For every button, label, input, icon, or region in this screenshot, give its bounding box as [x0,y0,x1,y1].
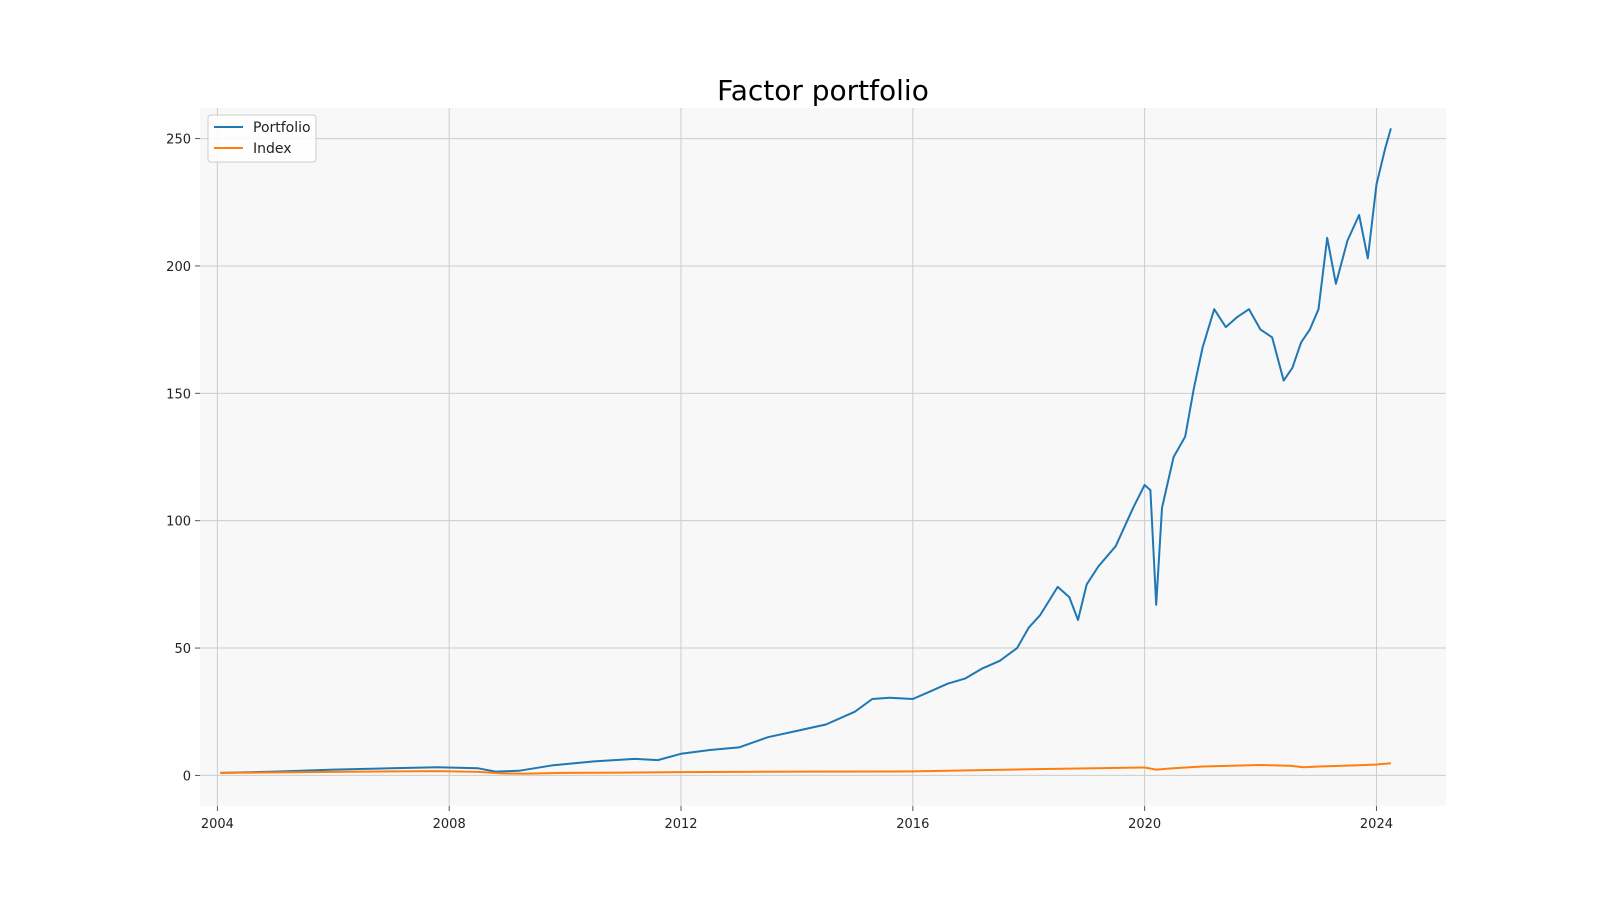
y-tick-label: 50 [174,642,191,657]
chart-title: Factor portfolio [717,74,929,107]
y-tick-label: 250 [166,133,191,148]
series-lines [220,128,1392,775]
legend: Portfolio Index [207,114,317,163]
x-tick-label: 2004 [201,817,234,832]
y-tick-label: 100 [166,515,191,530]
plot-background [200,108,1446,806]
grid-lines [200,108,1446,806]
legend-label-portfolio: Portfolio [253,120,311,136]
y-tick-label: 0 [183,769,191,784]
x-tick-label: 2016 [896,817,929,832]
axis-ticks: 2004 2008 2012 2016 2020 2024 0 50 100 150 200 250 [166,133,1393,832]
x-tick-label: 2008 [433,817,466,832]
series-line-portfolio [220,128,1392,774]
y-tick-label: 200 [166,260,191,275]
x-tick-label: 2020 [1128,817,1161,832]
x-tick-label: 2024 [1360,817,1393,832]
series-line-index [220,762,1391,775]
x-tick-label: 2012 [664,817,697,832]
legend-label-index: Index [253,141,292,157]
y-tick-label: 150 [166,387,191,402]
